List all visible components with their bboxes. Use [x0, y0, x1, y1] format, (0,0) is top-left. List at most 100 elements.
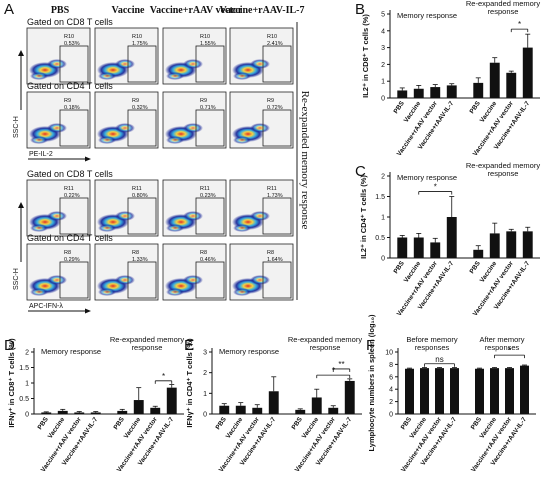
flow-gate	[195, 261, 225, 299]
group-title: response	[488, 169, 519, 178]
flow-density-blob	[166, 136, 184, 144]
flow-col-header-1: Vaccine	[112, 5, 146, 16]
flow-gate	[59, 261, 89, 299]
flow-density-blob	[30, 224, 48, 232]
bar	[435, 368, 444, 414]
panel-letter-f: F	[366, 337, 375, 354]
flow-y-axis-arrowhead	[18, 50, 24, 56]
significance-label: ns	[435, 355, 443, 364]
group-title: responses	[485, 343, 520, 352]
panel-letter-c: C	[355, 163, 366, 180]
flow-gate	[59, 109, 89, 147]
bar	[446, 85, 457, 98]
flow-gate-value: 0.53%	[64, 41, 80, 47]
y-axis-label: IFNγ⁺ in CD8⁺ T cells (%)	[7, 338, 16, 428]
flow-density-blob	[30, 72, 48, 80]
y-tick-label: 0.5	[19, 396, 29, 403]
category-label: PBS	[36, 416, 50, 432]
bar	[522, 231, 533, 258]
flow-density-blob	[233, 288, 251, 296]
bar	[450, 368, 459, 414]
group-title: Memory response	[397, 173, 457, 182]
bar	[41, 412, 52, 414]
bar	[506, 72, 517, 98]
y-tick-label: 1	[381, 79, 385, 86]
bar	[57, 410, 68, 414]
y-tick-label: 0	[381, 96, 385, 103]
category-label: PBS	[392, 100, 406, 116]
bar	[475, 368, 484, 414]
flow-density-blob	[250, 211, 270, 221]
flow-x-axis-arrowhead	[85, 308, 91, 314]
y-axis-label: IL2⁺ in CD8⁺ T cells (%)	[361, 14, 370, 98]
group-title: Memory response	[397, 11, 457, 20]
flow-density-blob	[183, 123, 203, 133]
flow-gate-value: 1.33%	[132, 257, 148, 263]
bar	[420, 368, 429, 414]
chart-panel-b: B 0 1 2 3 4 5 IL2⁺ in CD8⁺ T cells (%) Memory re…	[355, 0, 540, 157]
y-axis-label: IL2⁺ in CD4⁺ T cells (%)	[359, 175, 368, 259]
bar	[252, 407, 263, 414]
bar	[268, 391, 279, 414]
y-tick-label: 2	[381, 174, 385, 181]
y-tick-label: 1.5	[375, 194, 385, 201]
flow-y-axis-label: SSC-H	[13, 268, 20, 290]
flow-gate	[262, 45, 292, 83]
flow-gate-label: R11	[132, 186, 142, 192]
flow-gate-label: R9	[200, 98, 207, 104]
category-label: PBS	[392, 260, 406, 276]
panel-letter-e: E	[184, 337, 194, 354]
flow-density-blob	[166, 72, 184, 80]
significance-label: *	[518, 20, 521, 29]
y-tick-label: 0.5	[375, 235, 385, 242]
flow-gate-value: 1.55%	[200, 41, 216, 47]
flow-density-blob	[30, 136, 48, 144]
group-title: response	[488, 7, 519, 16]
chart-panel-d: D 0 0.5 1 1.5 2 IFNγ⁺ in CD8⁺ T cells (%) Memor…	[4, 335, 184, 473]
bar	[397, 237, 408, 258]
y-tick-label: 2	[389, 399, 393, 406]
category-label: PBS	[112, 416, 126, 432]
y-tick-label: 8	[389, 362, 393, 369]
panel-letter-b: B	[355, 1, 365, 18]
flow-gate	[195, 197, 225, 235]
y-tick-label: 3	[381, 45, 385, 52]
bar	[446, 217, 457, 258]
flow-density-blob	[47, 211, 67, 221]
flow-density-blob	[233, 136, 251, 144]
y-tick-label: 6	[389, 374, 393, 381]
group-title: Re-expanded memory	[466, 161, 540, 170]
flow-gate	[127, 109, 157, 147]
flow-gate-value: 1.73%	[267, 193, 283, 199]
y-axis-label: Lymphocyte numbers in spleen (log₁₀)	[367, 314, 376, 452]
y-tick-label: 1	[203, 391, 207, 398]
y-tick-label: 10	[385, 350, 393, 357]
bar	[344, 380, 355, 414]
y-tick-label: 4	[381, 28, 385, 35]
bar	[520, 365, 529, 414]
flow-gate-label: R8	[267, 250, 274, 256]
bar	[489, 233, 500, 258]
group-title: response	[310, 343, 341, 352]
flow-density-blob	[30, 288, 48, 296]
flow-gate	[127, 45, 157, 83]
flow-gate-value: 0.46%	[200, 257, 216, 263]
bar	[74, 412, 85, 414]
flow-plot-r1-c3: R90.72%	[229, 91, 294, 149]
group-title: response	[132, 343, 163, 352]
flow-gate-label: R8	[132, 250, 139, 256]
bar	[166, 387, 177, 414]
flow-plot-r3-c3: R81.64%	[229, 243, 294, 301]
y-tick-label: 2	[381, 62, 385, 69]
flow-density-blob	[47, 123, 67, 133]
group-title: Before memory	[406, 335, 458, 344]
flow-gate-value: 1.64%	[267, 257, 283, 263]
flow-gate-value: 0.23%	[200, 193, 216, 199]
flow-gate	[59, 45, 89, 83]
